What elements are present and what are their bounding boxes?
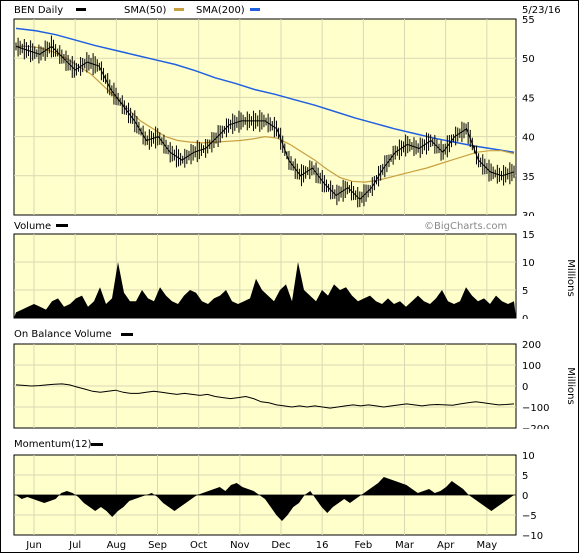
y-tick-label: −100 xyxy=(522,403,549,414)
y-tick-label: 100 xyxy=(522,361,541,372)
price-legend-sma200: SMA(200) xyxy=(196,5,245,16)
x-tick-label: Sep xyxy=(148,540,167,551)
price-panel: 303540455055 xyxy=(13,15,535,222)
obv-header-bg xyxy=(1,319,578,343)
price-legend-swatch xyxy=(76,8,86,11)
sma50-legend-swatch xyxy=(174,8,184,11)
x-tick-label: Jul xyxy=(68,540,81,551)
y-tick-label: 50 xyxy=(522,54,535,65)
sma50-series-line xyxy=(16,45,515,183)
x-axis-labels: Jun Jul Aug Sep Oct Nov Dec 16 Feb Mar Apr May xyxy=(25,540,497,551)
watermark: ©BigCharts.com xyxy=(424,221,507,232)
momentum-y-ticks: −10 −5 0 5 10 xyxy=(522,451,543,542)
y-tick-label: 0 xyxy=(522,491,528,502)
price-ohlc-bars xyxy=(15,35,515,208)
y-tick-label: 35 xyxy=(522,172,535,183)
volume-header-bg xyxy=(1,216,578,233)
y-tick-label: 5 xyxy=(522,286,528,297)
x-tick-label: Apr xyxy=(437,540,455,551)
y-tick-label: 45 xyxy=(522,93,535,104)
y-tick-label: 40 xyxy=(522,133,535,144)
volume-legend: Volume xyxy=(14,221,51,232)
x-tick-label: Jun xyxy=(25,540,42,551)
y-tick-label: 10 xyxy=(522,258,535,269)
volume-unit-label: Millions xyxy=(565,259,576,296)
x-tick-label: Nov xyxy=(230,540,250,551)
momentum-series-area xyxy=(14,477,516,521)
y-tick-label: −5 xyxy=(522,511,537,522)
volume-header: Volume ©BigCharts.com xyxy=(1,216,578,233)
obv-header: On Balance Volume xyxy=(1,319,578,343)
price-plot-area xyxy=(13,18,517,216)
y-tick-label: 5 xyxy=(522,471,528,482)
y-tick-label: 15 xyxy=(522,230,535,241)
obv-legend: On Balance Volume xyxy=(14,329,112,340)
momentum-header: Momentum(12) xyxy=(1,429,578,453)
x-tick-label: 16 xyxy=(316,540,329,551)
x-tick-label: Aug xyxy=(107,540,127,551)
obv-legend-swatch xyxy=(121,333,133,336)
volume-legend-swatch xyxy=(56,224,68,227)
obv-unit-label: Millions xyxy=(565,367,576,404)
price-y-ticks: 303540455055 xyxy=(522,15,535,222)
momentum-legend: Momentum(12) xyxy=(14,439,92,450)
volume-series-area xyxy=(14,262,516,318)
volume-y-ticks: 051015 xyxy=(522,230,535,325)
y-tick-label: 0 xyxy=(522,382,528,393)
price-legend-ticker: BEN Daily xyxy=(14,5,63,16)
obv-series-line xyxy=(15,383,515,409)
y-tick-label: 200 xyxy=(522,340,541,351)
x-tick-label: Mar xyxy=(395,540,415,551)
momentum-header-bg xyxy=(1,429,578,453)
momentum-legend-swatch xyxy=(91,443,103,446)
y-tick-label: 55 xyxy=(522,15,535,26)
momentum-panel: −10 −5 0 5 10 xyxy=(13,451,543,542)
x-tick-label: Oct xyxy=(190,540,207,551)
x-tick-label: May xyxy=(476,540,497,551)
x-tick-label: Dec xyxy=(271,540,290,551)
chart-date: 5/23/16 xyxy=(522,5,561,16)
price-legend-sma50: SMA(50) xyxy=(124,5,166,16)
volume-panel: 051015 Millions xyxy=(13,230,576,325)
obv-grid xyxy=(14,344,516,428)
x-tick-label: Feb xyxy=(354,540,372,551)
y-tick-label: 10 xyxy=(522,451,535,462)
price-header: BEN Daily SMA(50) SMA(200) 5/23/16 xyxy=(14,5,561,16)
y-tick-label: −10 xyxy=(522,531,543,542)
sma200-legend-swatch xyxy=(250,8,260,11)
